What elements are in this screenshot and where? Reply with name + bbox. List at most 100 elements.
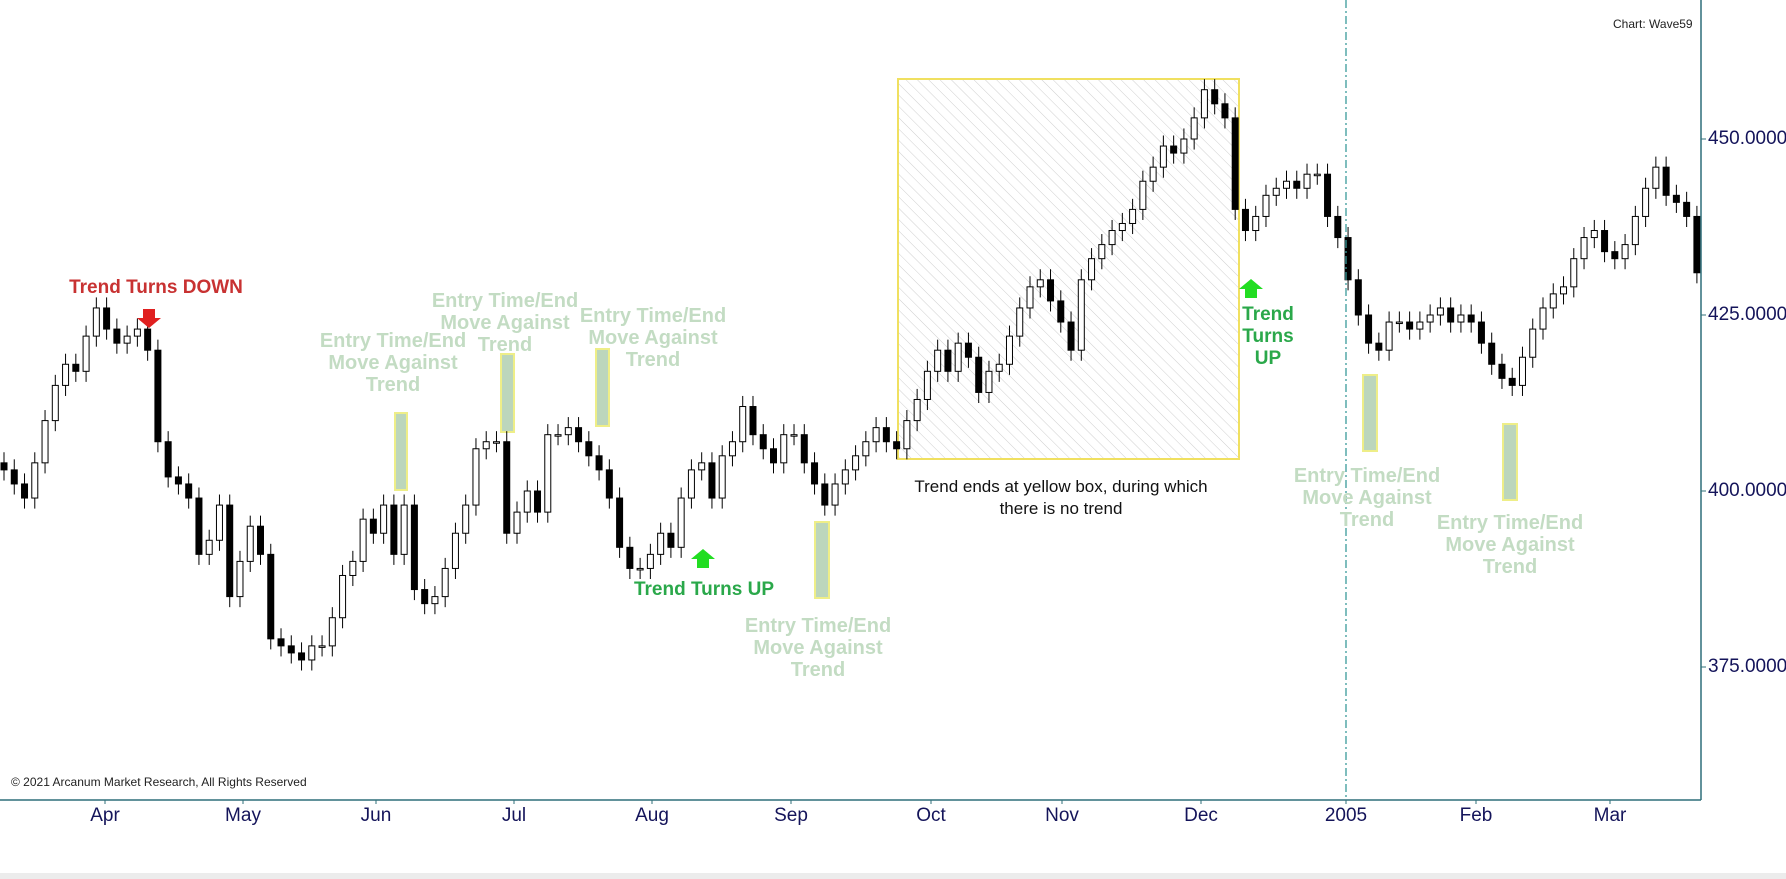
candle — [1467, 304, 1475, 333]
candle — [1498, 353, 1506, 389]
entry-time-label: Entry Time/End Move Against Trend — [432, 290, 578, 356]
candle — [749, 395, 757, 446]
x-tick-label: Apr — [90, 805, 120, 826]
candle — [1129, 198, 1137, 235]
candle — [1057, 290, 1065, 333]
candle — [62, 353, 70, 396]
candle — [995, 353, 1003, 382]
candle — [226, 494, 234, 608]
label-line: Trend — [365, 374, 421, 396]
candle — [636, 557, 644, 579]
candle — [975, 346, 983, 403]
x-tick-label: Mar — [1593, 805, 1627, 826]
trend-turns-up-label-2: Trend Turns UP — [1242, 304, 1294, 370]
candle — [1190, 107, 1198, 150]
candle — [616, 487, 624, 558]
candle — [544, 424, 552, 523]
candle — [1539, 297, 1547, 340]
candle — [985, 360, 993, 403]
candle — [1354, 269, 1362, 326]
label-line: Entry Time/End — [319, 330, 467, 352]
candle — [1170, 135, 1178, 164]
candle — [1426, 304, 1434, 333]
candle — [882, 417, 890, 453]
candle — [492, 431, 500, 453]
candle — [523, 480, 531, 523]
entry-time-bar — [500, 353, 515, 433]
candle — [944, 339, 952, 382]
candle — [1385, 311, 1393, 361]
note-line: Trend ends at yellow box, during which — [914, 477, 1208, 496]
horizontal-scrollbar[interactable] — [0, 873, 1786, 879]
candle — [1590, 219, 1598, 249]
entry-time-bar — [595, 348, 610, 427]
trend-turns-down-label: Trend Turns DOWN — [69, 277, 243, 298]
candle — [1642, 177, 1650, 227]
x-tick-label: Aug — [635, 805, 669, 826]
candle — [759, 424, 767, 460]
candle — [308, 635, 316, 671]
x-tick-label: Feb — [1459, 805, 1493, 826]
candle — [503, 431, 511, 544]
candle — [1375, 332, 1383, 361]
label-line: Turns — [1242, 326, 1294, 347]
candle — [359, 508, 367, 572]
candle — [1077, 269, 1085, 361]
candle — [1118, 212, 1126, 242]
candle — [185, 473, 193, 509]
entry-time-label: Entry Time/End Move Against Trend — [1294, 465, 1440, 531]
chart-watermark: Chart: Wave59 — [1613, 17, 1693, 31]
candle — [1324, 163, 1332, 227]
up-arrow-icon — [691, 549, 715, 568]
candle — [1529, 318, 1537, 368]
candle — [451, 522, 459, 579]
x-tick-label: Nov — [1045, 805, 1079, 826]
candle — [380, 494, 388, 544]
label-line: Entry Time/End — [1293, 465, 1441, 487]
candle — [770, 438, 777, 474]
candle — [605, 459, 613, 509]
candle — [513, 501, 521, 544]
candle — [72, 353, 80, 382]
candle — [1683, 191, 1691, 227]
candle — [575, 417, 583, 453]
candle — [1457, 304, 1465, 333]
candle — [1477, 311, 1485, 354]
candle — [1262, 184, 1270, 227]
candle — [174, 466, 182, 495]
candle — [257, 515, 264, 565]
candle — [82, 325, 90, 382]
candle — [1149, 156, 1157, 192]
candle — [472, 438, 480, 516]
candle — [1036, 269, 1044, 298]
label-line: Trend — [1339, 509, 1395, 531]
candle — [821, 473, 829, 516]
candle — [21, 473, 29, 509]
candle — [728, 431, 736, 467]
candle — [1693, 205, 1701, 284]
label-line: Trend — [790, 659, 846, 681]
candle — [831, 473, 839, 516]
candle — [698, 452, 706, 481]
candle — [1026, 276, 1034, 319]
candle — [31, 452, 39, 509]
entry-time-bar — [814, 521, 830, 599]
candle — [1621, 234, 1629, 270]
candle — [1662, 156, 1670, 206]
candle — [893, 431, 901, 460]
trend-turns-up-label: Trend Turns UP — [633, 579, 775, 600]
candle — [1180, 128, 1188, 164]
candle — [1088, 248, 1096, 291]
label-line: Entry Time/End — [744, 615, 892, 637]
candle — [934, 339, 942, 382]
candle — [790, 424, 798, 446]
candle — [441, 557, 449, 608]
x-tick-label: Oct — [916, 805, 946, 826]
candle — [164, 431, 172, 488]
label-line: Entry Time/End — [1436, 512, 1584, 534]
label-line: Entry Time/End — [431, 290, 579, 312]
candle — [1672, 184, 1680, 213]
candle — [0, 452, 8, 481]
candle — [1549, 283, 1557, 319]
candle — [677, 487, 685, 558]
